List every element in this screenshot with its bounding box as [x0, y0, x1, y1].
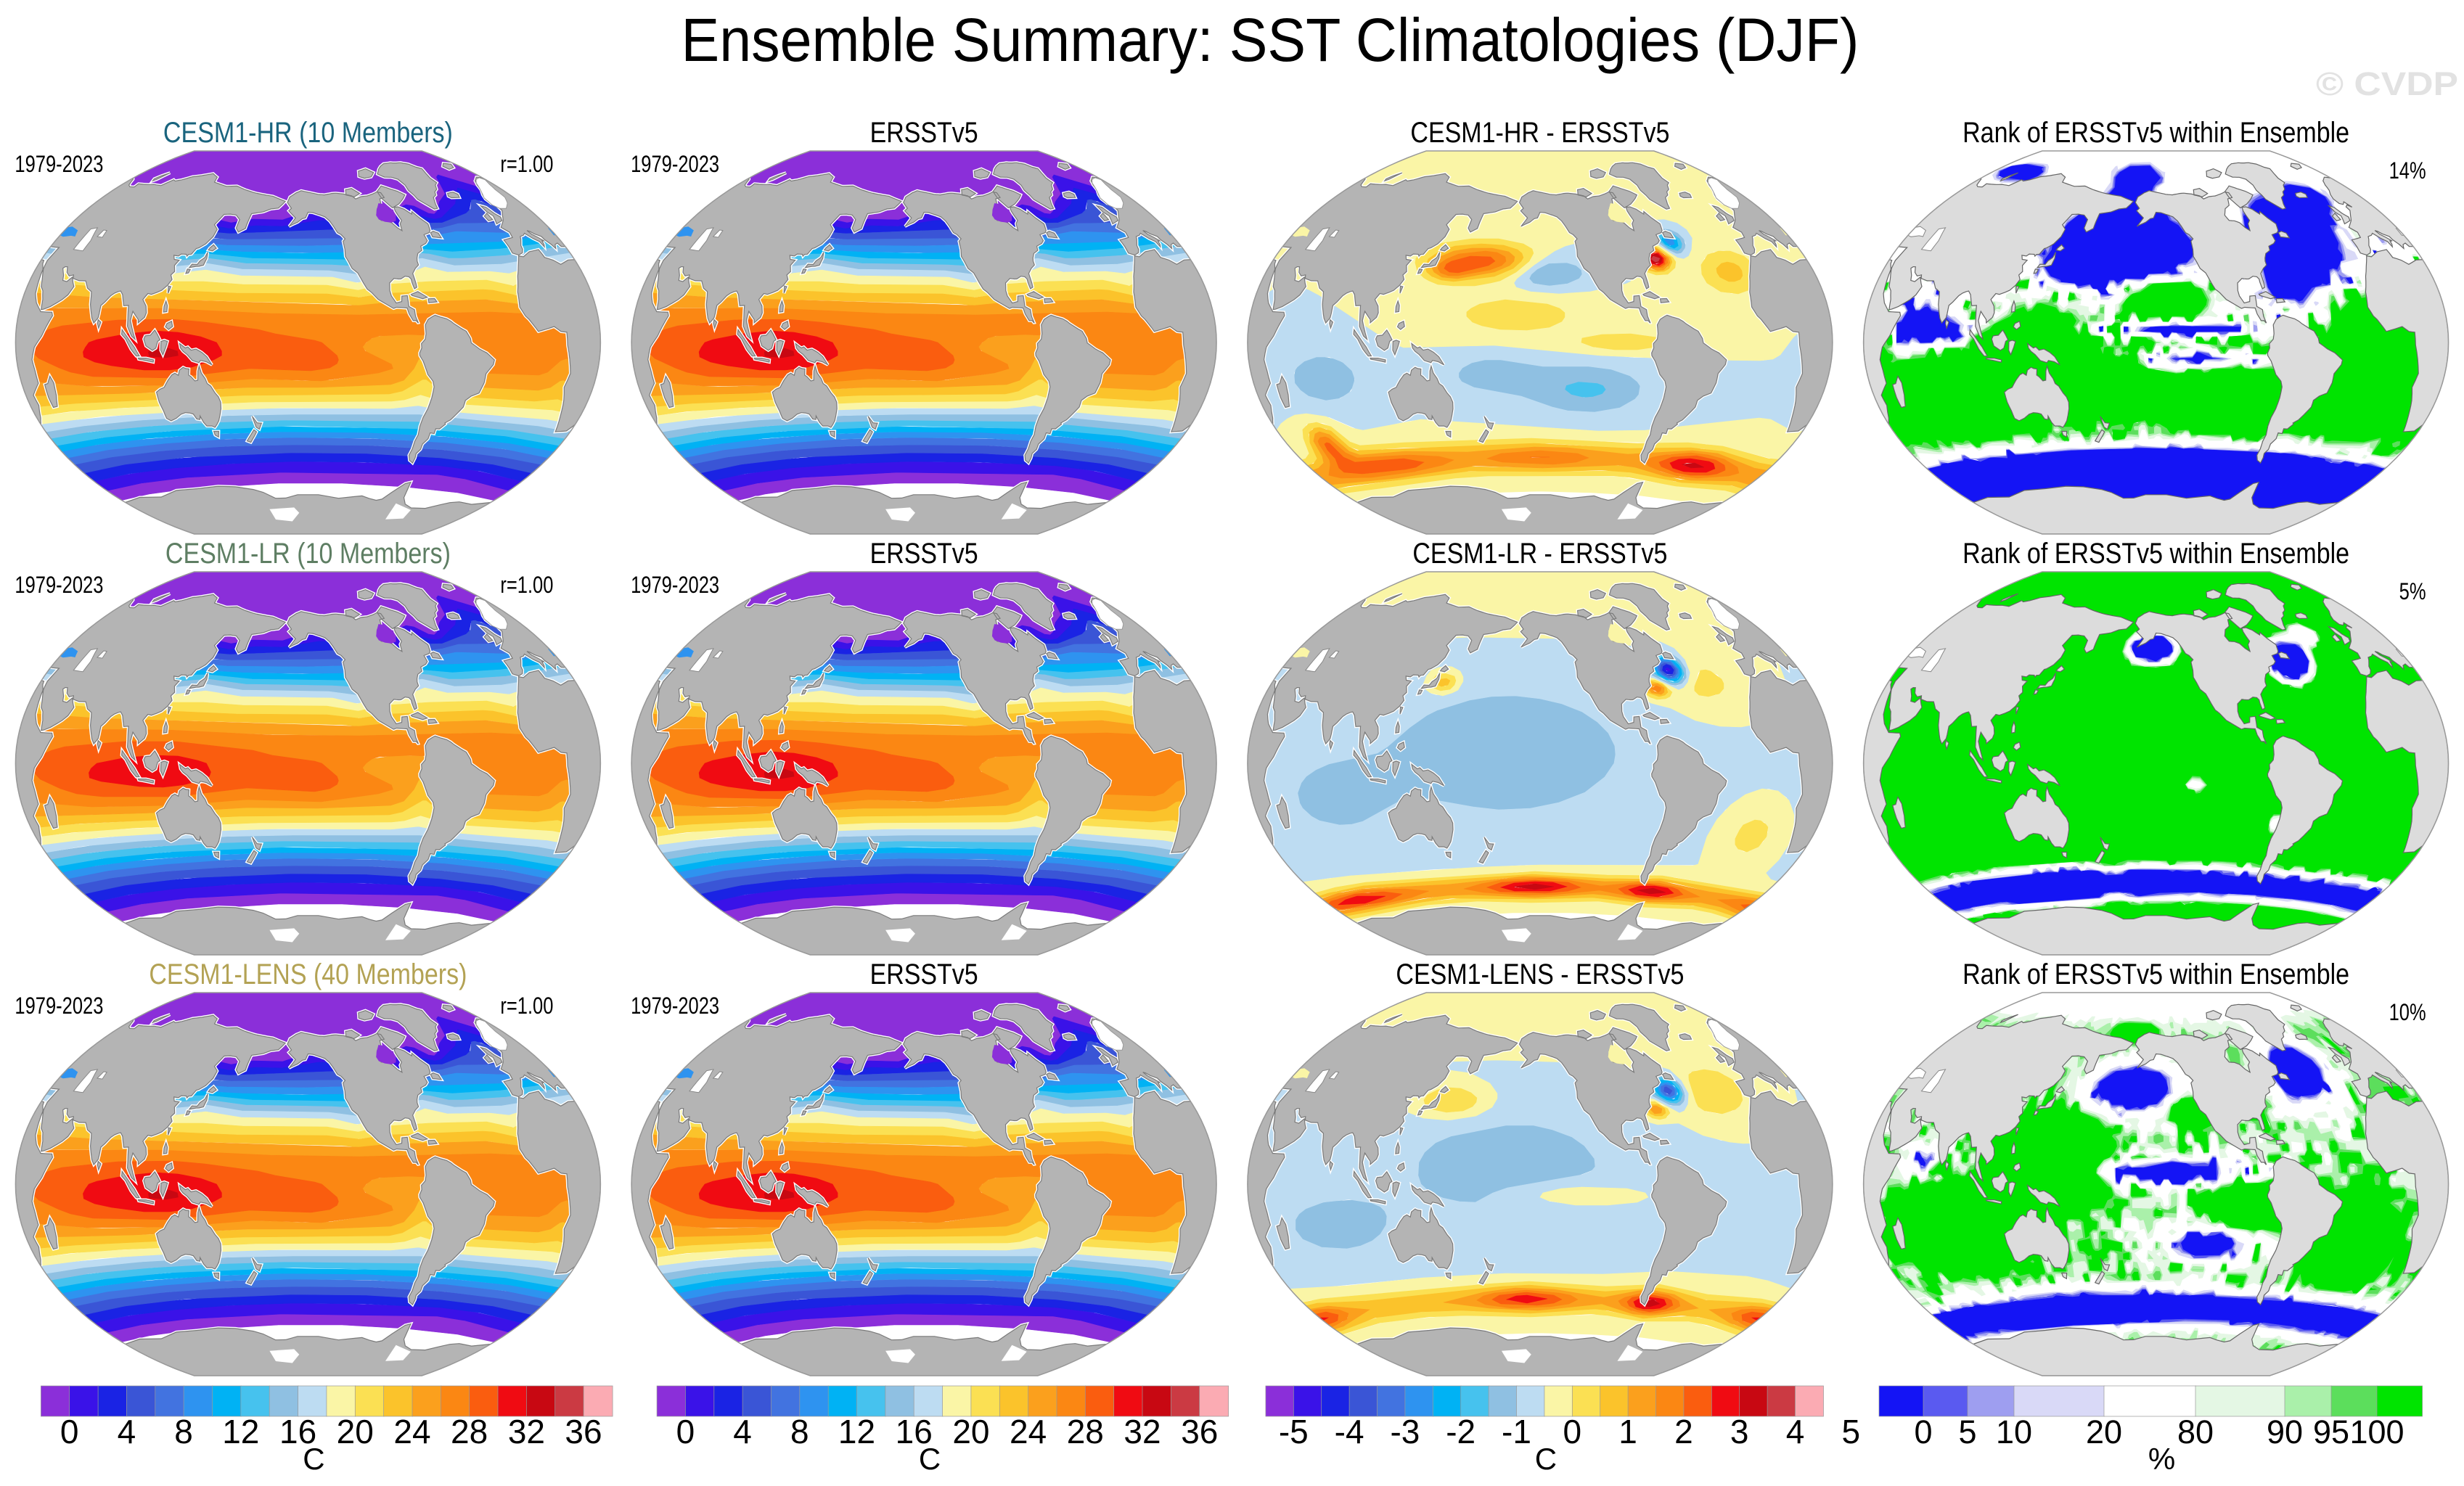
svg-text:100: 100 [2349, 1413, 2404, 1450]
svg-text:C: C [1535, 1442, 1557, 1476]
svg-text:1979-2023: 1979-2023 [631, 572, 719, 598]
svg-text:0: 0 [60, 1413, 79, 1450]
svg-text:32: 32 [508, 1413, 545, 1450]
svg-text:%: % [2148, 1442, 2175, 1476]
svg-text:4: 4 [733, 1413, 752, 1450]
svg-text:CESM1-LENS - ERSSTv5: CESM1-LENS - ERSSTv5 [1396, 958, 1684, 990]
svg-text:Rank of ERSSTv5 within Ensembl: Rank of ERSSTv5 within Ensemble [1962, 538, 2349, 570]
svg-text:Rank of ERSSTv5 within Ensembl: Rank of ERSSTv5 within Ensemble [1962, 117, 2349, 149]
svg-text:10%: 10% [2389, 999, 2426, 1025]
svg-text:5%: 5% [2399, 578, 2426, 604]
svg-text:1979-2023: 1979-2023 [15, 993, 103, 1019]
svg-text:5: 5 [1958, 1413, 1976, 1450]
svg-text:r=1.00: r=1.00 [500, 993, 553, 1019]
svg-text:-4: -4 [1335, 1413, 1364, 1450]
svg-text:3: 3 [1730, 1413, 1749, 1450]
svg-text:0: 0 [1563, 1413, 1582, 1450]
svg-text:8: 8 [174, 1413, 193, 1450]
svg-text:32: 32 [1123, 1413, 1161, 1450]
svg-text:90: 90 [2267, 1413, 2303, 1450]
svg-text:-3: -3 [1390, 1413, 1420, 1450]
svg-text:1: 1 [1618, 1413, 1637, 1450]
svg-text:-1: -1 [1502, 1413, 1531, 1450]
svg-text:20: 20 [2086, 1413, 2122, 1450]
svg-text:CESM1-LR - ERSSTv5: CESM1-LR - ERSSTv5 [1412, 538, 1667, 570]
svg-text:24: 24 [1010, 1413, 1047, 1450]
svg-text:4: 4 [118, 1413, 136, 1450]
svg-text:12: 12 [222, 1413, 259, 1450]
svg-text:C: C [303, 1442, 324, 1476]
svg-text:1979-2023: 1979-2023 [15, 151, 103, 177]
svg-text:16: 16 [896, 1413, 933, 1450]
svg-text:14%: 14% [2389, 157, 2426, 184]
svg-text:CESM1-HR (10 Members): CESM1-HR (10 Members) [163, 117, 453, 149]
svg-text:© CVDP: © CVDP [2316, 65, 2458, 102]
svg-text:20: 20 [952, 1413, 989, 1450]
svg-text:8: 8 [790, 1413, 809, 1450]
svg-text:ERSSTv5: ERSSTv5 [870, 538, 978, 570]
svg-text:95: 95 [2313, 1413, 2349, 1450]
svg-text:1979-2023: 1979-2023 [631, 993, 719, 1019]
svg-text:36: 36 [565, 1413, 602, 1450]
svg-text:0: 0 [1914, 1413, 1932, 1450]
svg-text:24: 24 [393, 1413, 430, 1450]
svg-text:Ensemble Summary: SST Climatol: Ensemble Summary: SST Climatologies (DJF… [682, 6, 1859, 74]
svg-text:1979-2023: 1979-2023 [631, 151, 719, 177]
svg-text:4: 4 [1786, 1413, 1805, 1450]
svg-text:16: 16 [279, 1413, 316, 1450]
svg-text:r=1.00: r=1.00 [500, 151, 553, 177]
svg-text:28: 28 [451, 1413, 488, 1450]
svg-text:CESM1-LENS (40 Members): CESM1-LENS (40 Members) [149, 958, 467, 990]
svg-text:-5: -5 [1279, 1413, 1309, 1450]
svg-text:20: 20 [337, 1413, 374, 1450]
svg-text:10: 10 [1996, 1413, 2032, 1450]
svg-text:-2: -2 [1446, 1413, 1475, 1450]
svg-text:80: 80 [2177, 1413, 2214, 1450]
svg-text:1979-2023: 1979-2023 [15, 572, 103, 598]
svg-text:0: 0 [676, 1413, 695, 1450]
svg-text:ERSSTv5: ERSSTv5 [870, 117, 978, 149]
svg-text:ERSSTv5: ERSSTv5 [870, 958, 978, 990]
svg-text:CESM1-LR (10 Members): CESM1-LR (10 Members) [165, 538, 451, 570]
svg-text:Rank of ERSSTv5 within Ensembl: Rank of ERSSTv5 within Ensemble [1962, 958, 2349, 990]
svg-text:r=1.00: r=1.00 [500, 572, 553, 598]
svg-text:12: 12 [838, 1413, 875, 1450]
svg-text:CESM1-HR - ERSSTv5: CESM1-HR - ERSSTv5 [1410, 117, 1669, 149]
svg-text:28: 28 [1067, 1413, 1104, 1450]
svg-text:5: 5 [1842, 1413, 1861, 1450]
svg-text:C: C [919, 1442, 941, 1476]
svg-text:2: 2 [1674, 1413, 1693, 1450]
svg-text:36: 36 [1181, 1413, 1218, 1450]
